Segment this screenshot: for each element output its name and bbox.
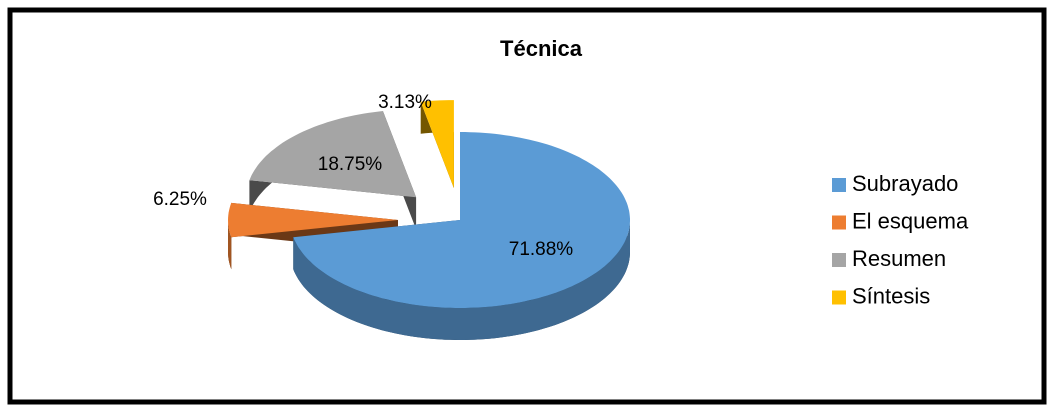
- legend-swatch: [832, 178, 846, 192]
- pie-slice: [293, 132, 630, 340]
- legend-swatch: [832, 215, 846, 230]
- legend-swatch: [832, 290, 846, 305]
- data-label: 71.88%: [509, 239, 574, 260]
- legend-label: Resumen: [852, 246, 946, 271]
- slice-top: [420, 100, 454, 189]
- slice-top: [293, 132, 630, 308]
- legend-label: Subrayado: [852, 171, 958, 196]
- legend-label: Síntesis: [852, 283, 930, 308]
- pie-slice: [420, 100, 454, 221]
- slice-wall: [293, 220, 630, 340]
- slice-side: [420, 100, 454, 221]
- slice-top: [228, 202, 398, 238]
- pie-slice: [249, 111, 417, 230]
- data-label: 18.75%: [318, 154, 383, 175]
- legend-swatch: [832, 253, 846, 267]
- legend-label: El esquema: [852, 208, 969, 233]
- slice-top: [249, 111, 417, 198]
- data-label: 3.13%: [378, 92, 432, 113]
- data-label: 6.25%: [153, 189, 207, 210]
- slice-wall: [228, 220, 232, 270]
- chart-title: Técnica: [500, 36, 583, 61]
